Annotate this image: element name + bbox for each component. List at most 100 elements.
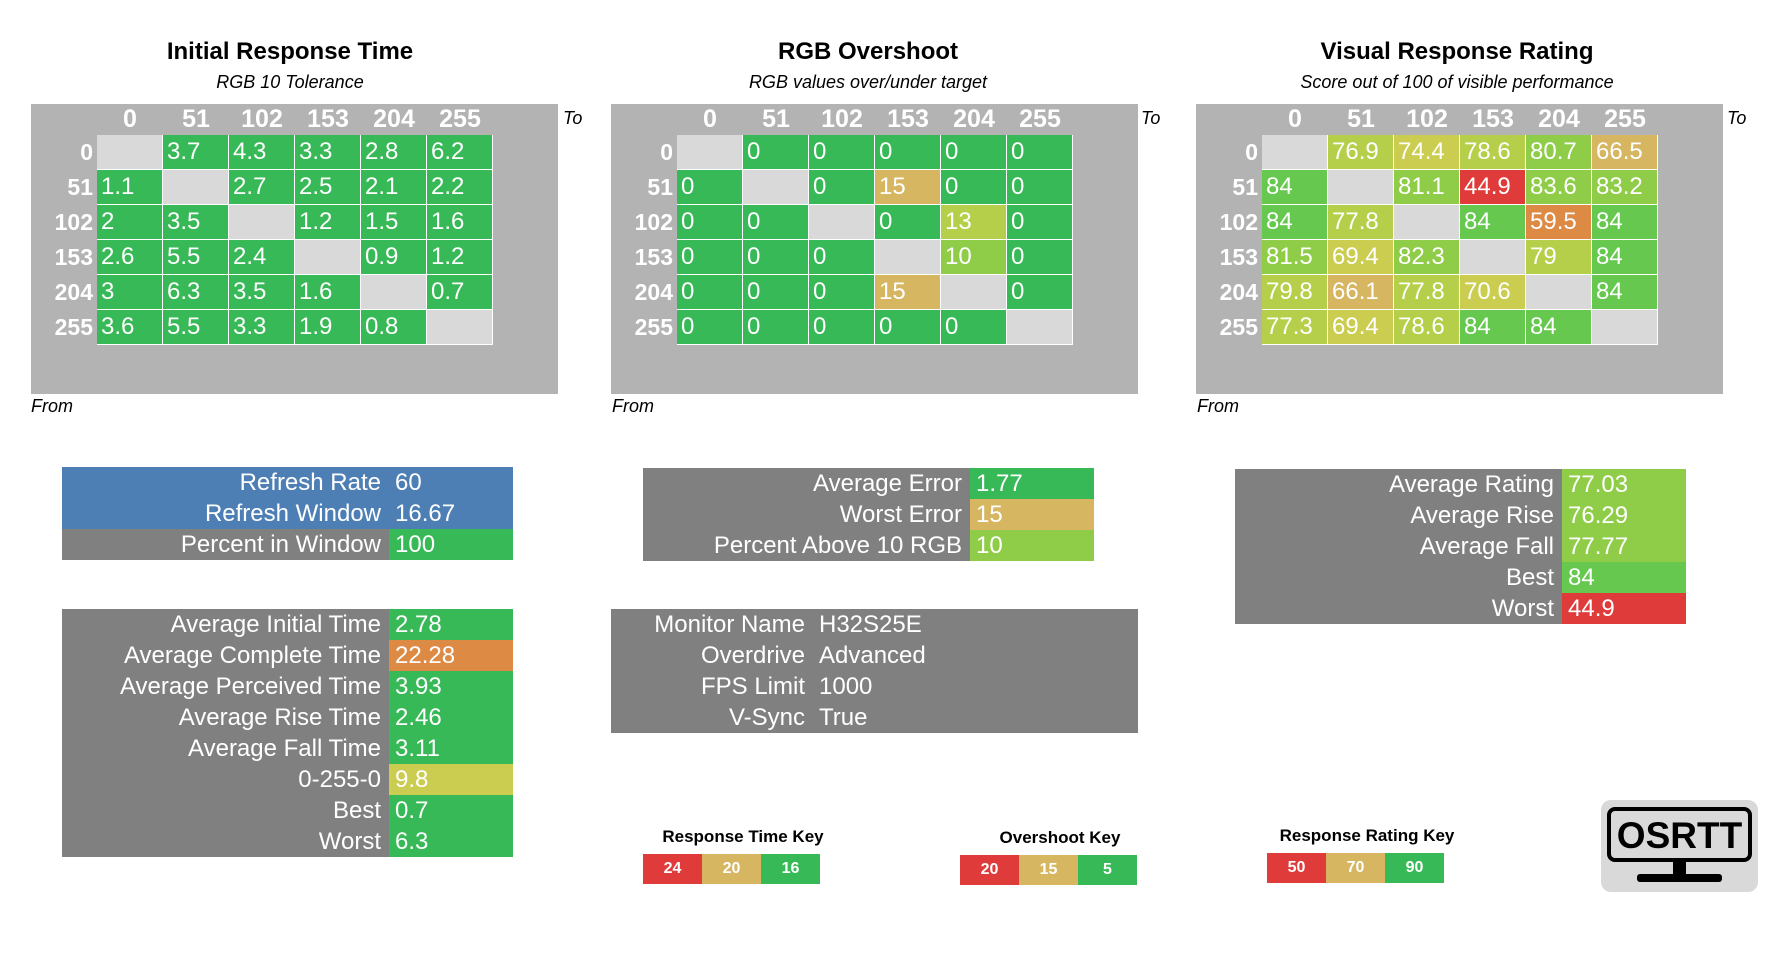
stat-label: Worst — [1235, 593, 1562, 624]
response-time-matrix: 0 51 102 153 204 255 0 3.7 4.3 3.3 2.8 6.2 51 1.1 2.7 2… — [31, 104, 558, 394]
matrix-cell: 2.8 — [361, 135, 427, 170]
stat-row: Worst 44.9 — [1235, 593, 1686, 624]
stat-label: Average Fall Time — [62, 733, 389, 764]
stat-value: 84 — [1562, 562, 1686, 593]
matrix-cell: 0 — [1007, 170, 1073, 205]
stat-value: 76.29 — [1562, 500, 1686, 531]
matrix-cell: 0 — [677, 275, 743, 310]
matrix-cell: 6.3 — [163, 275, 229, 310]
stat-row: Average Error 1.77 — [643, 468, 1094, 499]
stat-label: Refresh Window — [62, 498, 389, 529]
stat-value: 22.28 — [389, 640, 513, 671]
overshoot-key-title: Overshoot Key — [999, 828, 1121, 847]
stat-value: 9.8 — [389, 764, 513, 795]
matrix-cell: 2 — [97, 205, 163, 240]
matrix-cell: 0 — [875, 135, 941, 170]
column-header: 255 — [439, 105, 481, 133]
matrix-cell: 0 — [875, 310, 941, 345]
matrix-cell: 80.7 — [1526, 135, 1592, 170]
matrix-cell: 0 — [809, 310, 875, 345]
matrix-cell: 0 — [941, 310, 1007, 345]
response-key-title: Response Time Key — [662, 827, 824, 846]
matrix-cell: 0.8 — [361, 310, 427, 345]
to-label: To — [1727, 108, 1747, 128]
column-header: 153 — [1472, 105, 1514, 133]
logo-text: OSRTT — [1617, 815, 1743, 856]
stat-value: 60 — [389, 467, 513, 498]
column-header: 153 — [887, 105, 929, 133]
row-header: 51 — [67, 174, 93, 200]
stat-value: Advanced — [813, 640, 1138, 671]
column-header: 0 — [703, 105, 717, 133]
stat-row: Best 84 — [1235, 562, 1686, 593]
chart-subtitle-overshoot: RGB values over/under target — [748, 72, 988, 92]
matrix-cell: 79 — [1526, 240, 1592, 275]
stat-label: Average Error — [643, 468, 970, 499]
matrix-cell: 81.1 — [1394, 170, 1460, 205]
matrix-cell — [677, 135, 743, 170]
matrix-cell — [1526, 275, 1592, 310]
matrix-cell: 0 — [1007, 240, 1073, 275]
stat-row: Average Rise Time 2.46 — [62, 702, 513, 733]
matrix-cell — [427, 310, 493, 345]
matrix-cell: 0 — [743, 135, 809, 170]
row-header: 102 — [1219, 209, 1258, 235]
stat-row: Refresh Rate 60 — [62, 467, 513, 498]
stat-value: 16.67 — [389, 498, 513, 529]
rating-stats-table: Average Rating 77.03 Average Rise 76.29 Aver… — [1235, 469, 1686, 624]
matrix-cell: 0 — [743, 275, 809, 310]
matrix-cell: 84 — [1460, 205, 1526, 240]
stat-label: Worst Error — [643, 499, 970, 530]
row-header: 204 — [634, 279, 673, 305]
row-header: 0 — [1245, 139, 1258, 165]
stat-row: V-Sync True — [611, 702, 1138, 733]
matrix-cell: 2.1 — [361, 170, 427, 205]
matrix-cell: 84 — [1262, 170, 1328, 205]
stat-row: Monitor Name H32S25E — [611, 609, 1138, 640]
matrix-cell: 0 — [743, 205, 809, 240]
column-header: 255 — [1019, 105, 1061, 133]
matrix-cell: 3.3 — [295, 135, 361, 170]
matrix-cell: 5.5 — [163, 240, 229, 275]
rating-key: 50 70 90 — [1267, 853, 1444, 883]
matrix-cell: 10 — [941, 240, 1007, 275]
stat-label: Average Complete Time — [62, 640, 389, 671]
stat-value: 6.3 — [389, 826, 513, 857]
matrix-cell: 0 — [875, 205, 941, 240]
from-label: From — [31, 396, 73, 416]
matrix-cell: 1.6 — [427, 205, 493, 240]
matrix-cell: 69.4 — [1328, 310, 1394, 345]
stat-row: Percent in Window 100 — [62, 529, 513, 560]
matrix-cell — [1262, 135, 1328, 170]
key-swatch: 16 — [761, 854, 820, 884]
stat-label: Worst — [62, 826, 389, 857]
stat-value: 2.78 — [389, 609, 513, 640]
row-header: 255 — [54, 314, 93, 340]
response-stats-table: Average Initial Time 2.78 Average Complete… — [62, 609, 513, 857]
key-swatch: 24 — [643, 854, 702, 884]
matrix-cell: 82.3 — [1394, 240, 1460, 275]
column-header: 204 — [953, 105, 995, 133]
matrix-cell: 2.4 — [229, 240, 295, 275]
matrix-cell: 84 — [1592, 275, 1658, 310]
to-label: To — [563, 108, 583, 128]
matrix-cell: 0 — [1007, 205, 1073, 240]
row-header: 0 — [80, 139, 93, 165]
key-swatch: 50 — [1267, 853, 1326, 883]
matrix-cell: 0 — [677, 310, 743, 345]
matrix-cell: 15 — [875, 275, 941, 310]
matrix-cell: 0 — [941, 170, 1007, 205]
matrix-cell: 74.4 — [1394, 135, 1460, 170]
stat-label: Average Initial Time — [62, 609, 389, 640]
column-header: 204 — [373, 105, 415, 133]
matrix-cell: 0 — [677, 240, 743, 275]
matrix-cell: 59.5 — [1526, 205, 1592, 240]
matrix-cell: 15 — [875, 170, 941, 205]
matrix-cell: 5.5 — [163, 310, 229, 345]
row-header: 0 — [660, 139, 673, 165]
stat-row: Refresh Window 16.67 — [62, 498, 513, 529]
stat-label: Refresh Rate — [62, 467, 389, 498]
chart-subtitle-rating: Score out of 100 of visible performance — [1300, 72, 1614, 92]
row-header: 153 — [1219, 244, 1258, 270]
stat-value: 44.9 — [1562, 593, 1686, 624]
